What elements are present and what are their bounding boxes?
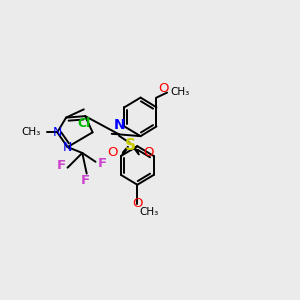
- Text: N: N: [113, 118, 125, 132]
- Text: N: N: [52, 126, 62, 139]
- Text: O: O: [143, 146, 153, 159]
- Text: O: O: [158, 82, 169, 95]
- Text: O: O: [108, 146, 118, 159]
- Text: F: F: [81, 173, 90, 187]
- Text: N: N: [63, 141, 72, 154]
- Text: O: O: [132, 196, 142, 209]
- Text: CH₃: CH₃: [21, 127, 40, 137]
- Text: S: S: [125, 138, 136, 153]
- Text: CH₃: CH₃: [140, 207, 159, 218]
- Text: F: F: [98, 157, 106, 170]
- Text: Cl: Cl: [77, 117, 90, 130]
- Text: CH₃: CH₃: [170, 87, 189, 97]
- Text: F: F: [57, 159, 66, 172]
